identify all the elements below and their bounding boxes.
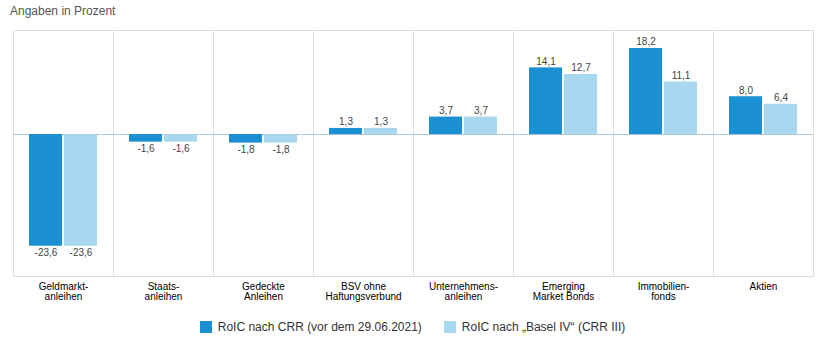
svg-text:-1,8: -1,8 xyxy=(237,144,255,155)
svg-text:14,1: 14,1 xyxy=(536,56,556,67)
svg-text:8,0: 8,0 xyxy=(739,85,753,96)
svg-text:Unternehmens-anleihen: Unternehmens-anleihen xyxy=(429,281,498,302)
svg-text:BSV ohneHaftungsverbund: BSV ohneHaftungsverbund xyxy=(325,281,401,302)
svg-text:Aktien: Aktien xyxy=(750,281,778,292)
svg-text:6,4: 6,4 xyxy=(774,92,788,103)
html-text:Angaben in Prozent: Angaben in Prozent xyxy=(10,4,116,18)
svg-text:18,2: 18,2 xyxy=(636,36,656,47)
svg-text:-1,6: -1,6 xyxy=(137,143,155,154)
svg-text:-23,6: -23,6 xyxy=(35,247,58,258)
svg-text:-23,6: -23,6 xyxy=(70,247,93,258)
svg-text:EmergingMarket Bonds: EmergingMarket Bonds xyxy=(533,281,595,302)
svg-text:-1,8: -1,8 xyxy=(272,144,290,155)
svg-text:Staats-anleihen: Staats-anleihen xyxy=(145,281,183,302)
svg-text:3,7: 3,7 xyxy=(474,105,488,116)
svg-text:1,3: 1,3 xyxy=(339,116,353,127)
svg-text:-1,6: -1,6 xyxy=(172,143,190,154)
svg-text:1,3: 1,3 xyxy=(374,116,388,127)
svg-text:Immobilien-fonds: Immobilien-fonds xyxy=(638,281,690,302)
svg-text:3,7: 3,7 xyxy=(439,105,453,116)
svg-text:11,1: 11,1 xyxy=(672,70,691,81)
svg-text:Geldmarkt-anleihen: Geldmarkt-anleihen xyxy=(39,281,88,302)
html-text:RoIC nach „Basel IV“ (CRR III): RoIC nach „Basel IV“ (CRR III) xyxy=(461,320,626,334)
svg-text:GedeckteAnleihen: GedeckteAnleihen xyxy=(242,281,285,302)
svg-text:12,7: 12,7 xyxy=(571,62,591,73)
html-text:RoIC nach CRR (vor dem 29.06.2: RoIC nach CRR (vor dem 29.06.2021) xyxy=(217,320,422,334)
